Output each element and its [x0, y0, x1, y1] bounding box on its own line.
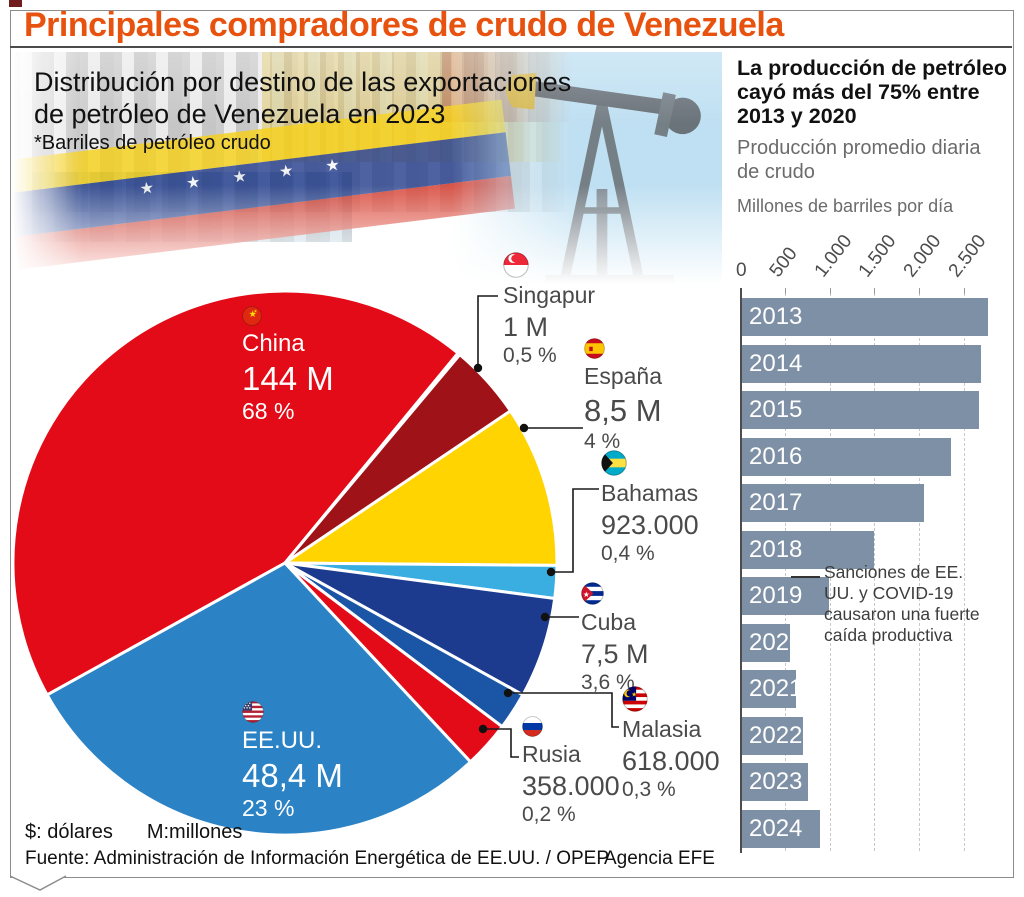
- header-photo-collage: ★ ★ ★ ★ ★ Distribución por destino de la…: [12, 52, 722, 294]
- pie-slice-EE.UU.: [45, 561, 473, 837]
- bar-2021: 2021: [742, 670, 802, 708]
- leader-dot: [546, 567, 556, 577]
- leader-line: [477, 295, 498, 368]
- bar-chart-title: La producción de petróleo cayó más del 7…: [737, 56, 1007, 128]
- bar-year-label: 2016: [749, 442, 803, 470]
- bar-chart-subtitle: Producción promedio diaria de crudo: [737, 137, 981, 183]
- x-tick-label: 2.500: [944, 230, 991, 282]
- bar-2020: 2020: [742, 623, 802, 662]
- bar-year-label: 2022: [749, 721, 803, 749]
- leader-dot: [519, 423, 529, 433]
- footnote-legend: $: dólares M:millones: [25, 821, 276, 844]
- speech-bubble-tail: [9, 875, 67, 891]
- x-tick-label: 1.000: [810, 230, 857, 282]
- bar-year-label: 2024: [749, 814, 803, 842]
- pie-chart-footnote: *Barriles de petróleo crudo: [34, 132, 271, 154]
- gridline: [919, 288, 921, 851]
- legend-dollar: $: dólares: [25, 821, 113, 843]
- axis-tick: [874, 288, 876, 294]
- corner-mark: [9, 0, 22, 7]
- y-axis-line: [740, 288, 742, 853]
- leader-dot: [503, 688, 513, 698]
- legend-millions: M:millones: [146, 821, 243, 843]
- bar-2022: 2022: [742, 716, 803, 755]
- x-tick-label: 500: [765, 243, 802, 282]
- bar-year-label: 2013: [749, 303, 803, 330]
- bar-2023: 2023: [742, 763, 809, 801]
- bar-chart-axis-unit: Millones de barriles por día: [737, 196, 954, 216]
- bar-year-label: 2023: [749, 768, 803, 795]
- page-title: Principales compradores de crudo de Vene…: [24, 6, 784, 44]
- bar-2024: 2024: [742, 809, 820, 848]
- bar-year-label: 2018: [749, 535, 803, 563]
- annotation-leader-line: [791, 576, 820, 578]
- bar-year-label: 2020: [749, 628, 803, 656]
- outer-frame: [10, 10, 1014, 878]
- axis-tick: [919, 288, 921, 294]
- leader-dot: [478, 724, 488, 734]
- bar-year-label: 2021: [749, 675, 803, 702]
- leader-dot: [473, 363, 483, 373]
- gridline: [964, 288, 965, 851]
- bar-2013: 2013: [742, 298, 989, 336]
- leader-dot: [540, 612, 550, 622]
- axis-tick: [964, 288, 965, 294]
- bar-2017: 2017: [742, 484, 924, 522]
- bar-2018: 2018: [742, 530, 874, 569]
- gridline: [829, 288, 831, 851]
- title-rule: [10, 46, 1012, 48]
- axis-tick: [829, 288, 831, 294]
- bar-2016: 2016: [742, 437, 951, 476]
- bar-year-label: 2014: [749, 349, 803, 377]
- bar-year-label: 2017: [749, 489, 803, 516]
- gridline: [784, 288, 786, 851]
- x-tick-label: 1.500: [855, 230, 901, 282]
- annotation-text: Sanciones de EE. UU. y COVID-19 causaron…: [824, 562, 980, 645]
- pie-slice-China: [11, 289, 461, 697]
- hero-fade: [12, 52, 722, 294]
- bar-2019: 2019: [742, 577, 829, 615]
- leader-line: [483, 728, 519, 758]
- leader-line: [508, 692, 619, 728]
- axis-tick: [784, 288, 786, 294]
- agency-credit: Agencia EFE: [604, 848, 715, 869]
- bar-chart-plot: 2013 2014 2015 2016 2017 2018 2019 2020 2021 2022…: [740, 288, 1016, 853]
- bar-chart-x-axis: 0 500 1.000 1.500 2.000 2.500: [736, 216, 1010, 282]
- bar-year-label: 2015: [749, 396, 803, 423]
- gridline: [874, 288, 876, 851]
- pie-chart-title: Distribución por destino de las exportac…: [34, 67, 572, 129]
- x-tick-label: 0: [736, 260, 747, 281]
- x-tick-label: 2.000: [899, 230, 946, 282]
- source-text: Fuente: Administración de Información En…: [25, 848, 610, 869]
- leader-line: [551, 488, 599, 573]
- pie-slice-España: [280, 408, 559, 567]
- bar-2014: 2014: [742, 344, 982, 383]
- bar-2015: 2015: [742, 391, 980, 429]
- bar-year-label: 2019: [749, 582, 803, 609]
